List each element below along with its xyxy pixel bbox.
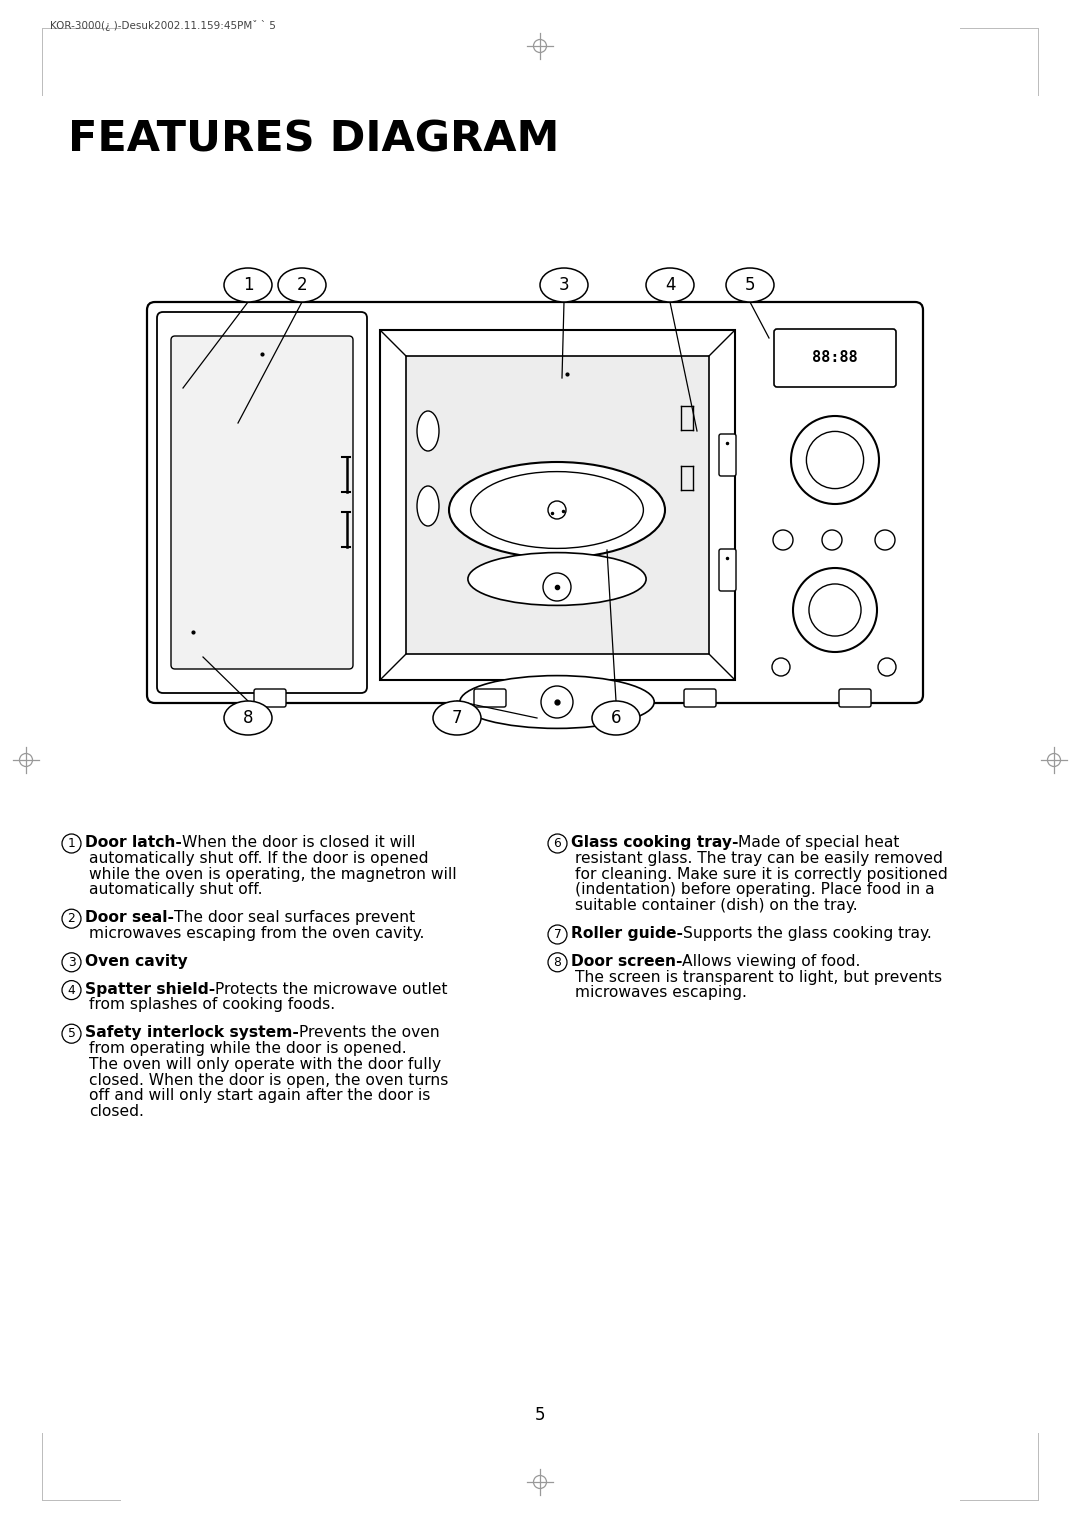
- Text: Door seal-: Door seal-: [85, 911, 174, 924]
- Text: while the oven is operating, the magnetron will: while the oven is operating, the magnetr…: [89, 866, 457, 882]
- Text: Glass cooking tray-: Glass cooking tray-: [571, 834, 739, 850]
- Text: off and will only start again after the door is: off and will only start again after the …: [89, 1088, 430, 1103]
- Text: 5: 5: [745, 277, 755, 293]
- Ellipse shape: [62, 909, 81, 927]
- FancyBboxPatch shape: [684, 689, 716, 707]
- FancyBboxPatch shape: [171, 336, 353, 669]
- Ellipse shape: [592, 701, 640, 735]
- Circle shape: [543, 573, 571, 601]
- Ellipse shape: [224, 267, 272, 303]
- Text: Roller guide-: Roller guide-: [571, 926, 683, 941]
- Circle shape: [807, 431, 864, 489]
- Text: FEATURES DIAGRAM: FEATURES DIAGRAM: [68, 118, 559, 160]
- Circle shape: [822, 571, 842, 591]
- Text: 1: 1: [68, 837, 76, 850]
- Text: 8: 8: [243, 709, 253, 727]
- Circle shape: [793, 568, 877, 652]
- Circle shape: [772, 659, 789, 675]
- Ellipse shape: [224, 701, 272, 735]
- Ellipse shape: [468, 553, 646, 605]
- Text: for cleaning. Make sure it is correctly positioned: for cleaning. Make sure it is correctly …: [575, 866, 948, 882]
- Text: Safety interlock system-: Safety interlock system-: [85, 1025, 299, 1041]
- Ellipse shape: [540, 267, 588, 303]
- Circle shape: [773, 530, 793, 550]
- FancyBboxPatch shape: [147, 303, 923, 703]
- Text: Allows viewing of food.: Allows viewing of food.: [683, 953, 861, 969]
- Ellipse shape: [433, 701, 481, 735]
- Text: Supports the glass cooking tray.: Supports the glass cooking tray.: [683, 926, 932, 941]
- Ellipse shape: [646, 267, 694, 303]
- Circle shape: [809, 584, 861, 636]
- Text: 8: 8: [554, 957, 562, 969]
- Text: 1: 1: [243, 277, 254, 293]
- Text: 4: 4: [665, 277, 675, 293]
- Text: The door seal surfaces prevent: The door seal surfaces prevent: [174, 911, 415, 924]
- Text: microwaves escaping from the oven cavity.: microwaves escaping from the oven cavity…: [89, 926, 424, 941]
- Text: from splashes of cooking foods.: from splashes of cooking foods.: [89, 998, 335, 1013]
- Text: Door screen-: Door screen-: [571, 953, 683, 969]
- Text: microwaves escaping.: microwaves escaping.: [575, 986, 747, 1001]
- Ellipse shape: [471, 472, 644, 549]
- Text: automatically shut off.: automatically shut off.: [89, 882, 262, 897]
- Text: closed.: closed.: [89, 1105, 144, 1118]
- Text: 88:88: 88:88: [812, 350, 858, 365]
- Text: resistant glass. The tray can be easily removed: resistant glass. The tray can be easily …: [575, 851, 943, 866]
- Text: 4: 4: [68, 984, 76, 996]
- Ellipse shape: [62, 953, 81, 972]
- FancyBboxPatch shape: [839, 689, 870, 707]
- Text: 5: 5: [535, 1406, 545, 1424]
- FancyBboxPatch shape: [474, 689, 507, 707]
- Text: from operating while the door is opened.: from operating while the door is opened.: [89, 1041, 407, 1056]
- Text: Made of special heat: Made of special heat: [739, 834, 900, 850]
- Text: suitable container (dish) on the tray.: suitable container (dish) on the tray.: [575, 898, 858, 914]
- Ellipse shape: [62, 834, 81, 853]
- Circle shape: [878, 659, 896, 675]
- FancyBboxPatch shape: [719, 549, 735, 591]
- Text: 6: 6: [611, 709, 621, 727]
- Circle shape: [791, 416, 879, 504]
- Circle shape: [541, 686, 573, 718]
- Text: Oven cavity: Oven cavity: [85, 953, 188, 969]
- Polygon shape: [380, 330, 735, 680]
- Text: 7: 7: [451, 709, 462, 727]
- Ellipse shape: [548, 834, 567, 853]
- Text: 7: 7: [554, 927, 562, 941]
- Text: KOR-3000(¿ )-Desuk2002.11.159:45PMˇ ` 5: KOR-3000(¿ )-Desuk2002.11.159:45PMˇ ` 5: [50, 20, 275, 31]
- FancyBboxPatch shape: [719, 434, 735, 477]
- Text: Door latch-: Door latch-: [85, 834, 181, 850]
- Text: automatically shut off. If the door is opened: automatically shut off. If the door is o…: [89, 851, 429, 866]
- Ellipse shape: [449, 461, 665, 558]
- Text: The screen is transparent to light, but prevents: The screen is transparent to light, but …: [575, 970, 942, 984]
- Ellipse shape: [548, 953, 567, 972]
- Ellipse shape: [548, 924, 567, 944]
- Ellipse shape: [278, 267, 326, 303]
- Text: 6: 6: [554, 837, 562, 850]
- Text: 2: 2: [297, 277, 308, 293]
- Text: Spatter shield-: Spatter shield-: [85, 981, 215, 996]
- Circle shape: [822, 530, 842, 550]
- Ellipse shape: [62, 981, 81, 999]
- Text: When the door is closed it will: When the door is closed it will: [181, 834, 415, 850]
- Text: 2: 2: [68, 912, 76, 924]
- Text: The oven will only operate with the door fully: The oven will only operate with the door…: [89, 1057, 441, 1071]
- Text: Protects the microwave outlet: Protects the microwave outlet: [215, 981, 448, 996]
- Circle shape: [875, 530, 895, 550]
- Polygon shape: [406, 356, 708, 654]
- Ellipse shape: [726, 267, 774, 303]
- Ellipse shape: [62, 1024, 81, 1044]
- Text: (indentation) before operating. Place food in a: (indentation) before operating. Place fo…: [575, 882, 934, 897]
- FancyBboxPatch shape: [157, 312, 367, 694]
- Text: 3: 3: [68, 957, 76, 969]
- Ellipse shape: [460, 675, 654, 729]
- Ellipse shape: [417, 411, 438, 451]
- Text: 5: 5: [68, 1027, 76, 1041]
- Ellipse shape: [417, 486, 438, 526]
- Text: Prevents the oven: Prevents the oven: [299, 1025, 440, 1041]
- FancyBboxPatch shape: [254, 689, 286, 707]
- Text: 3: 3: [558, 277, 569, 293]
- Circle shape: [548, 501, 566, 520]
- Text: closed. When the door is open, the oven turns: closed. When the door is open, the oven …: [89, 1073, 448, 1088]
- FancyBboxPatch shape: [774, 329, 896, 387]
